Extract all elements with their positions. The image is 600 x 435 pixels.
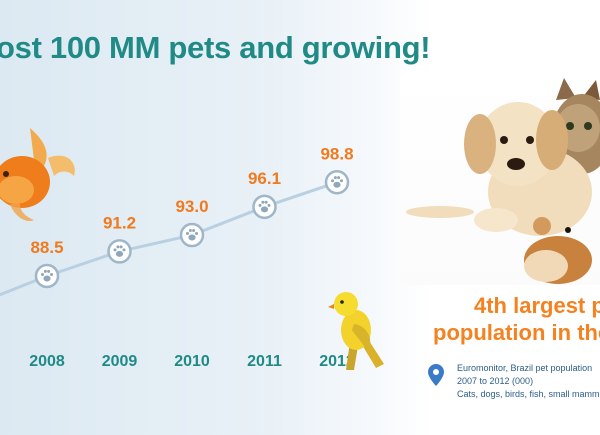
paw-icon — [113, 245, 126, 257]
data-label-2009: 91.2 — [103, 213, 136, 232]
stat-line-1: 4th largest pe — [474, 293, 600, 318]
paw-icon — [186, 228, 198, 241]
source-line-3: Cats, dogs, birds, fish, small mamm — [457, 389, 600, 399]
source-line-1: Euromonitor, Brazil pet population — [457, 363, 593, 373]
source-line-2: 2007 to 2012 (000) — [457, 376, 534, 386]
canary-image — [328, 292, 384, 370]
data-point-2010 — [179, 222, 205, 248]
paw-icon — [41, 269, 53, 282]
data-point-2011 — [252, 194, 277, 220]
data-label-2010: 93.0 — [175, 197, 208, 216]
source-note: Euromonitor, Brazil pet population 2007 … — [457, 362, 600, 401]
x-tick-label-2012: 2012 — [319, 353, 355, 370]
x-tick-label-2010: 2010 — [174, 353, 210, 370]
data-label-2008: 88.5 — [30, 238, 63, 257]
stat-line-2: population in the — [433, 320, 600, 345]
x-tick-label-2009: 2009 — [102, 353, 138, 370]
x-tick-label-2011: 2011 — [247, 353, 282, 370]
pet-population-chart: 88.5 2008 91.2 2009 93.0 2010 96.1 2011 98.8 2012 — [0, 144, 355, 370]
data-label-2012: 98.8 — [320, 144, 353, 163]
series-line — [0, 180, 338, 297]
goldfish-image — [0, 128, 75, 222]
dog-cat-hamster-image — [406, 78, 600, 284]
paw-icon — [331, 176, 343, 188]
paw-icon — [258, 200, 271, 213]
data-point-2012 — [324, 170, 350, 195]
location-pin-icon — [428, 364, 444, 386]
data-point-2009 — [107, 239, 132, 264]
data-label-2011: 96.1 — [248, 169, 281, 188]
headline: ost 100 MM pets and growing! — [0, 30, 431, 65]
data-point-2008 — [34, 263, 60, 289]
x-tick-label-2008: 2008 — [29, 353, 65, 370]
pets-photo — [400, 70, 600, 285]
